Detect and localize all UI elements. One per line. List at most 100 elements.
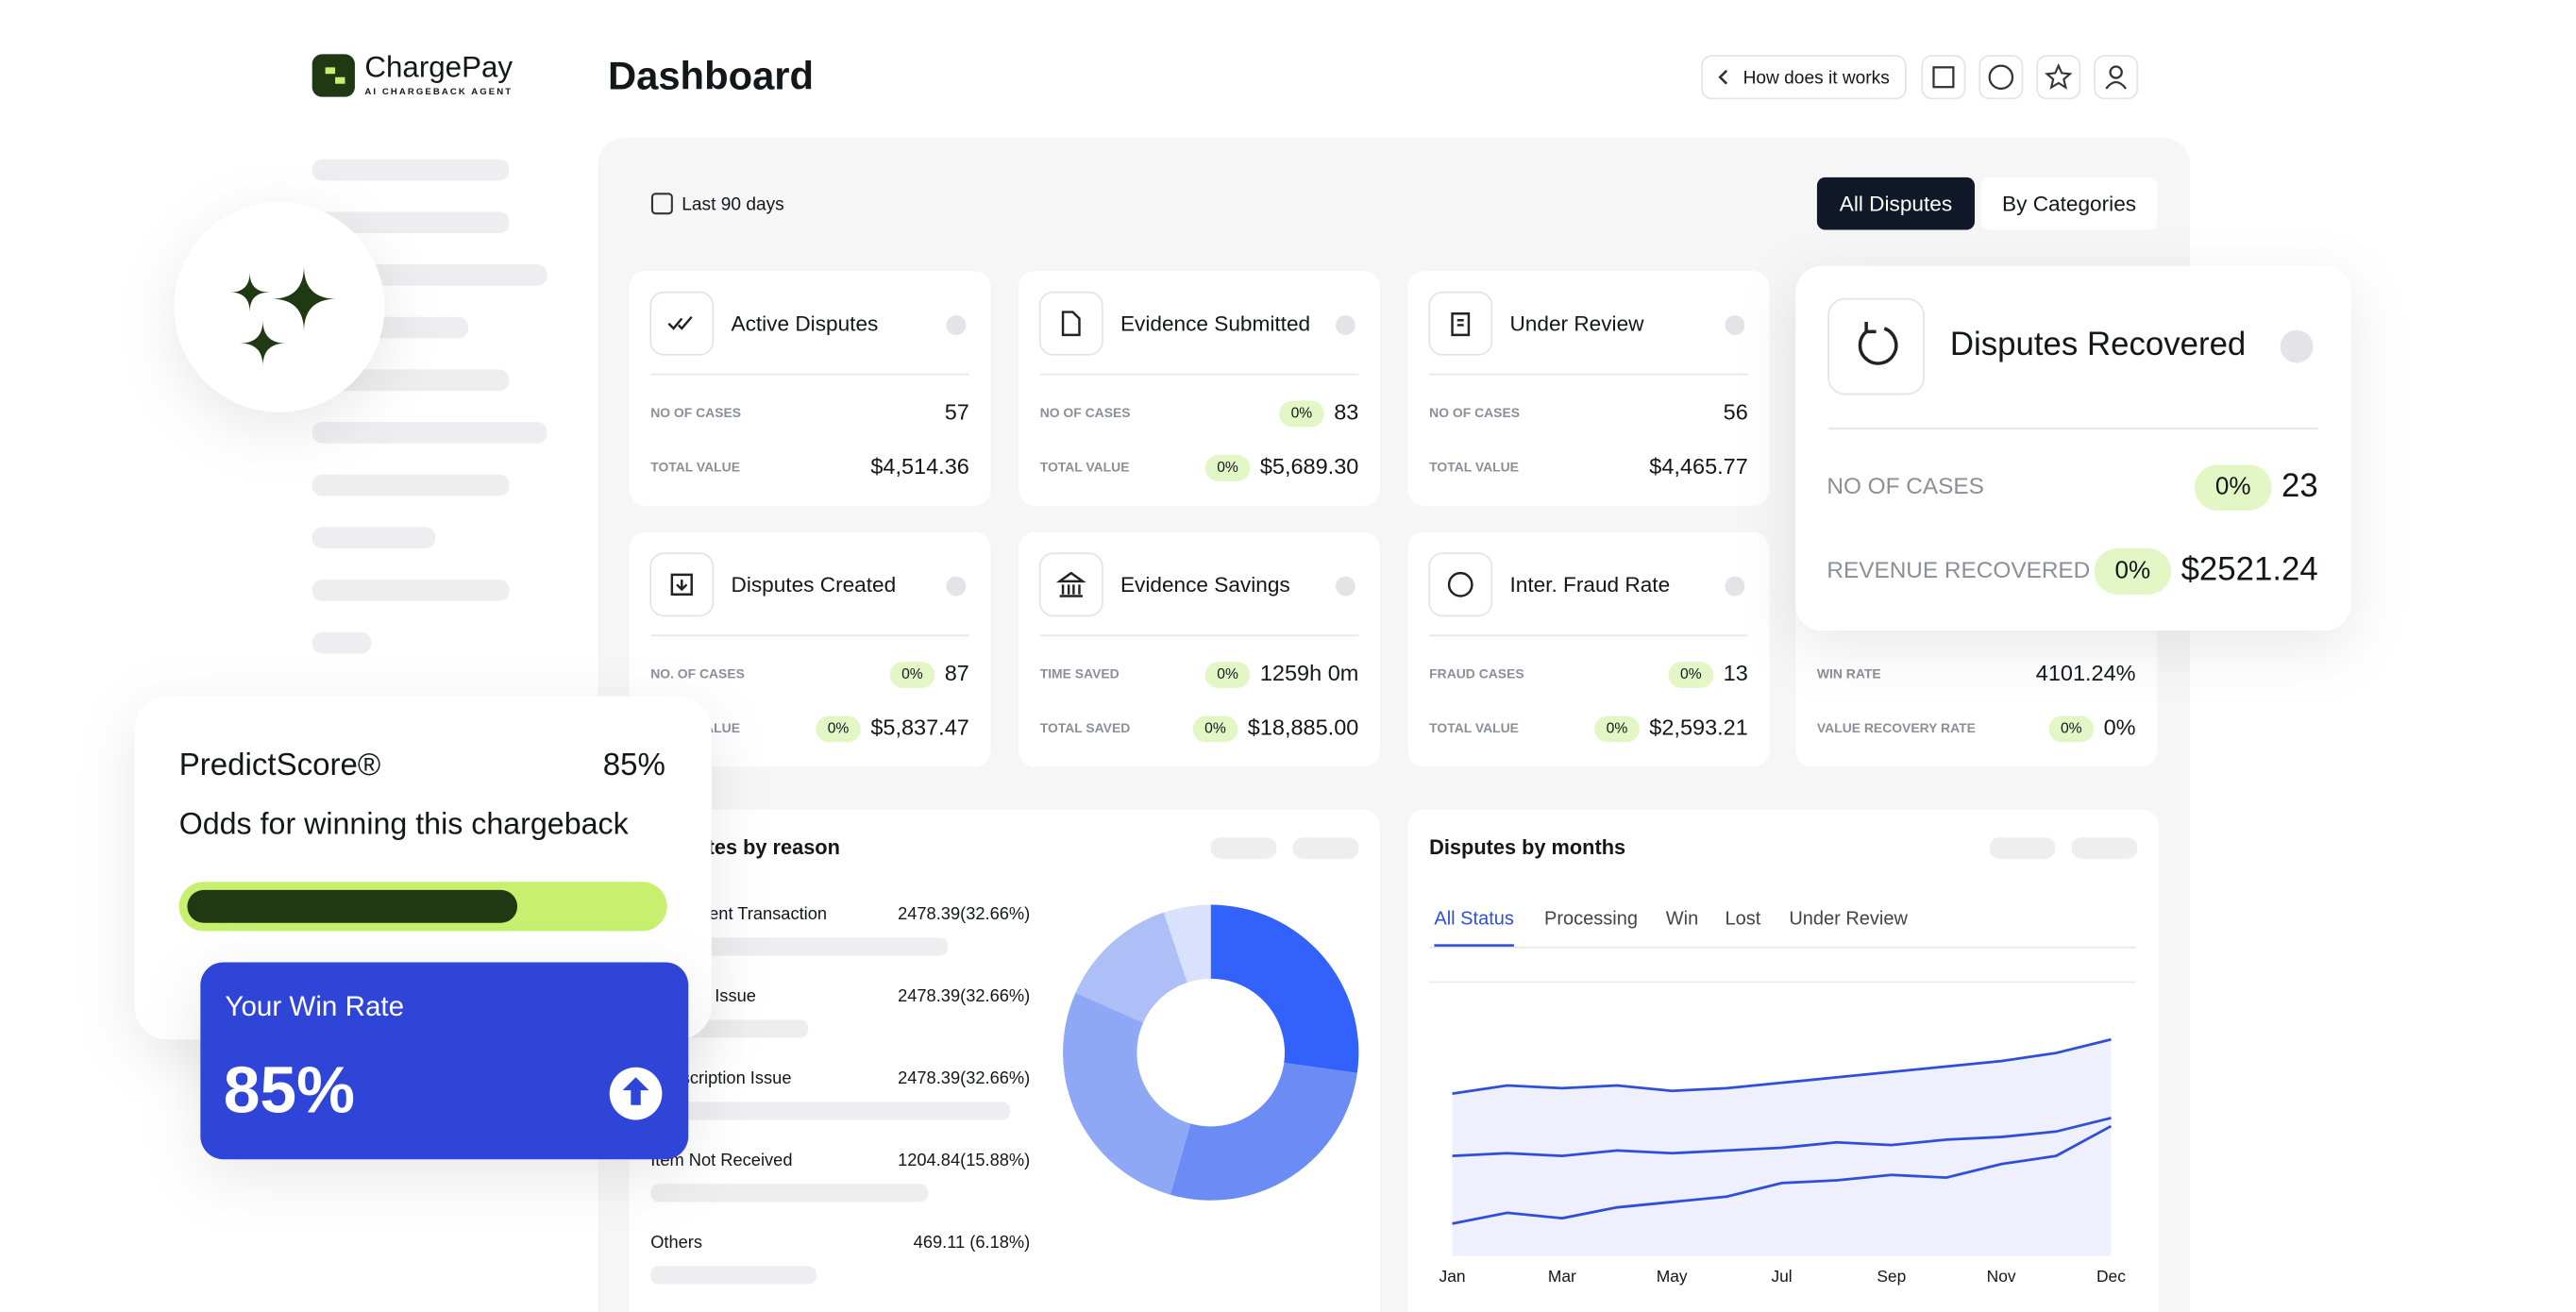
info-icon: [1725, 315, 1745, 335]
card-icon-box: [1428, 552, 1493, 617]
help-icon-button[interactable]: [1978, 55, 2024, 100]
filter-tab[interactable]: [1816, 177, 1976, 230]
sparkle: [271, 265, 337, 332]
win-rate-card: [200, 962, 689, 1160]
line: [1452, 1037, 2112, 1095]
reason-value-label: 2478.39(32.66%): [898, 1068, 1030, 1087]
change-badge-label: 0%: [2215, 472, 2251, 500]
sidebar-placeholder: [311, 369, 510, 392]
metric-label: NO OF CASES: [650, 405, 741, 420]
filter-tab-label: All Disputes: [1840, 192, 1952, 215]
filter-tab-label: By Categories: [2002, 192, 2136, 215]
metric-value: 57: [945, 400, 969, 425]
logo-mark: [311, 54, 355, 97]
donut-segment: [1075, 912, 1187, 1023]
x-tick-label: Mar: [1548, 1267, 1576, 1286]
metric-value: $18,885.00: [1248, 715, 1359, 740]
change-badge-label: 0%: [2061, 721, 2082, 737]
predict-card: [134, 696, 712, 1040]
change-badge: [1668, 662, 1714, 688]
favorite-button[interactable]: [2036, 55, 2081, 100]
info-icon: [1335, 315, 1355, 335]
change-badge: [1594, 715, 1640, 743]
metric-value: 1259h 0m: [1260, 661, 1358, 685]
donut-segment: [1170, 1062, 1357, 1201]
metric-value: $2,593.21: [1649, 715, 1748, 740]
metric-value: $2521.24: [2181, 551, 2318, 588]
page-title: Dashboard: [608, 54, 814, 98]
card-title: Evidence Submitted: [1120, 311, 1310, 335]
help-button-label: How does it works: [1743, 69, 1890, 89]
placeholder-pill: [2071, 837, 2138, 859]
change-badge-label: 0%: [1217, 460, 1238, 476]
predict-title: PredictScore®: [179, 748, 381, 782]
card-icon: [1061, 311, 1081, 337]
info-icon: [1335, 576, 1355, 597]
help-icon: [1988, 64, 2014, 91]
layout-icon: [1932, 66, 1955, 89]
brand-name: ChargePay: [364, 50, 513, 83]
logo-glyph: [325, 67, 345, 84]
change-badge-label: 0%: [1291, 406, 1313, 422]
metric-value: 56: [1724, 400, 1748, 425]
change-badge-label: 0%: [1204, 721, 1226, 737]
change-badge-label: 0%: [1607, 721, 1628, 737]
help-button[interactable]: [1701, 55, 1907, 100]
predict-subtitle: Odds for winning this chargeback: [179, 807, 630, 841]
metric-value: $5,689.30: [1260, 454, 1359, 479]
sparkle-badge: [174, 201, 385, 412]
card-icon-box: [1038, 291, 1103, 356]
metric-label: NO. OF CASES: [650, 666, 745, 681]
refresh-icon: [1858, 321, 1898, 365]
change-badge-label: 0%: [1217, 666, 1238, 682]
metric-value: $4,465.77: [1649, 454, 1748, 479]
sidebar-placeholder: [311, 159, 510, 181]
reason-name: Item Not Received: [650, 1150, 792, 1169]
win-rate-value: 85%: [224, 1053, 355, 1127]
change-badge-label: 0%: [901, 666, 923, 682]
metric-value: 23: [2281, 467, 2318, 504]
reason-value-label: 2478.39(32.66%): [898, 985, 1030, 1005]
change-badge: [2194, 464, 2272, 512]
change-badge: [1204, 662, 1251, 688]
x-tick-label: Jul: [1771, 1267, 1792, 1286]
status-tab: Under Review: [1789, 909, 1908, 930]
placeholder-pill: [1210, 837, 1277, 859]
donut-segment: [1210, 904, 1359, 1073]
stat-card: [1019, 531, 1380, 767]
featured-card: [1795, 265, 2351, 631]
placeholder-pill: [1989, 837, 2056, 859]
placeholder-pill: [1292, 837, 1359, 859]
featured-title: Disputes Recovered: [1950, 326, 2246, 362]
change-badge: [889, 662, 935, 688]
change-badge: [1192, 715, 1238, 743]
metric-label: TOTAL SAVED: [1040, 720, 1131, 735]
card-icon: [1055, 571, 1086, 597]
filter-tab[interactable]: [1980, 177, 2158, 230]
status-tab: All Status: [1434, 909, 1514, 930]
metric-label: NO OF CASES: [1827, 474, 1984, 499]
star-icon: [2045, 63, 2073, 90]
change-badge: [1279, 400, 1324, 428]
info-icon: [1725, 576, 1745, 597]
reason-value-label: 1204.84(15.88%): [898, 1150, 1030, 1169]
progress-fill: [187, 889, 518, 923]
metric-label: TIME SAVED: [1040, 666, 1120, 681]
sparkle: [240, 320, 286, 366]
metric-label: WIN RATE: [1817, 666, 1881, 681]
card-title: Disputes Created: [731, 573, 896, 597]
x-tick-label: Dec: [2096, 1267, 2126, 1286]
date-range: Last 90 days: [682, 195, 783, 215]
change-badge: [2048, 715, 2095, 743]
donut-segment: [1063, 992, 1191, 1195]
layout-button[interactable]: [1921, 55, 1966, 100]
sidebar-placeholder: [311, 422, 547, 444]
status-tab-underline: [1434, 944, 1514, 948]
metric-label: TOTAL VALUE: [1429, 459, 1519, 474]
metric-label: VALUE RECOVERY RATE: [1817, 720, 1976, 735]
stat-card: [1407, 271, 1770, 506]
months-panel-title: Disputes by months: [1429, 835, 1625, 859]
metric-label: NO OF CASES: [1429, 405, 1520, 420]
metric-label: NO OF CASES: [1040, 405, 1131, 420]
